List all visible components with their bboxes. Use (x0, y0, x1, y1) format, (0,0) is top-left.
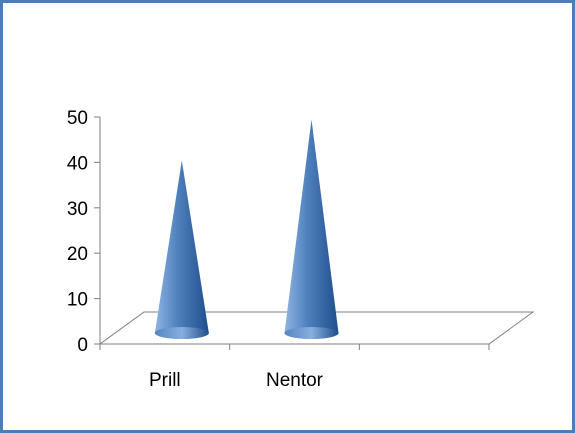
y-tick-label: 50 (67, 108, 88, 129)
cone-body (154, 160, 209, 339)
cone-body (284, 119, 339, 340)
cone-bar-prill (154, 160, 209, 339)
y-tick-label: 30 (67, 199, 88, 220)
y-tick-label: 20 (67, 244, 88, 265)
cone-bar-nentor (284, 119, 339, 340)
cone-base (284, 327, 339, 339)
chart-canvas: 0 10 20 30 40 50 Prill Nentor (67, 108, 535, 391)
x-category-label: Nentor (266, 370, 324, 391)
x-category-label: Prill (149, 370, 181, 391)
y-tick-label: 10 (67, 290, 88, 311)
y-tick-label: 0 (77, 335, 88, 356)
y-tick-label: 40 (67, 153, 88, 174)
cone-base (154, 327, 209, 339)
